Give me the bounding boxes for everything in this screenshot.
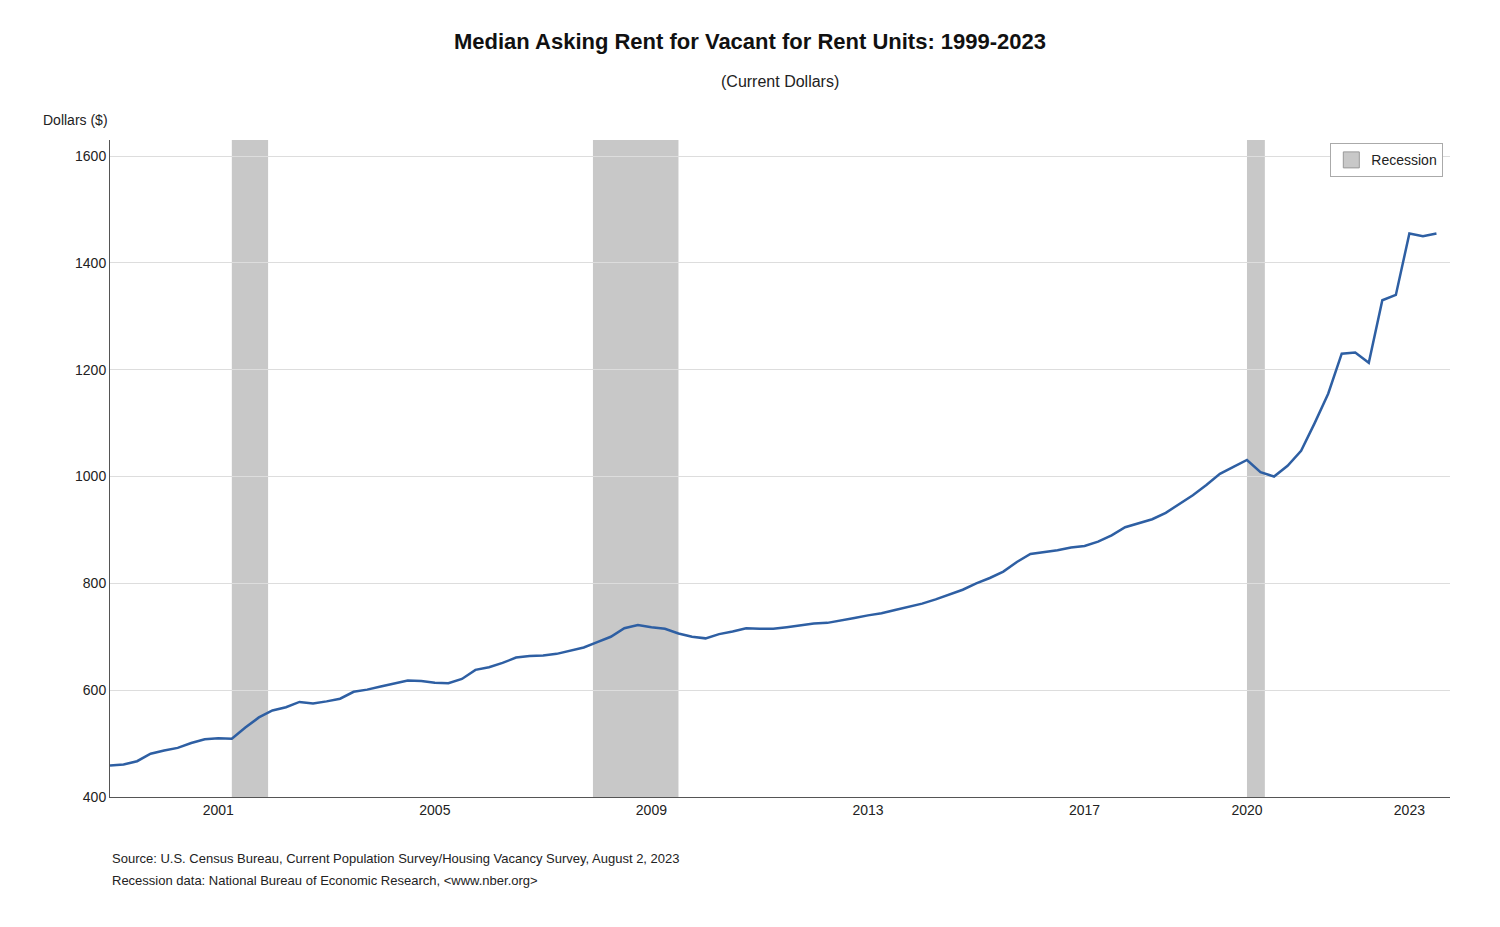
svg-text:2020: 2020	[1231, 802, 1262, 818]
svg-text:(Current Dollars): (Current Dollars)	[721, 73, 839, 90]
svg-text:Recession: Recession	[1371, 152, 1436, 168]
svg-text:1400: 1400	[75, 255, 106, 271]
svg-text:800: 800	[83, 575, 107, 591]
svg-text:1600: 1600	[75, 148, 106, 164]
svg-text:400: 400	[83, 789, 107, 805]
svg-text:2009: 2009	[636, 802, 667, 818]
svg-text:Median Asking Rent for Vacant: Median Asking Rent for Vacant for Rent U…	[454, 29, 1046, 54]
svg-text:2001: 2001	[203, 802, 234, 818]
svg-text:Source: U.S. Census Bureau, Cu: Source: U.S. Census Bureau, Current Popu…	[112, 851, 680, 866]
svg-text:1200: 1200	[75, 362, 106, 378]
svg-text:Dollars ($): Dollars ($)	[43, 112, 108, 128]
svg-text:2005: 2005	[419, 802, 450, 818]
svg-text:Recession data: National Burea: Recession data: National Bureau of Econo…	[112, 873, 538, 888]
svg-text:2023: 2023	[1394, 802, 1425, 818]
svg-text:600: 600	[83, 682, 107, 698]
svg-text:1000: 1000	[75, 468, 106, 484]
svg-text:2017: 2017	[1069, 802, 1100, 818]
svg-text:2013: 2013	[852, 802, 883, 818]
